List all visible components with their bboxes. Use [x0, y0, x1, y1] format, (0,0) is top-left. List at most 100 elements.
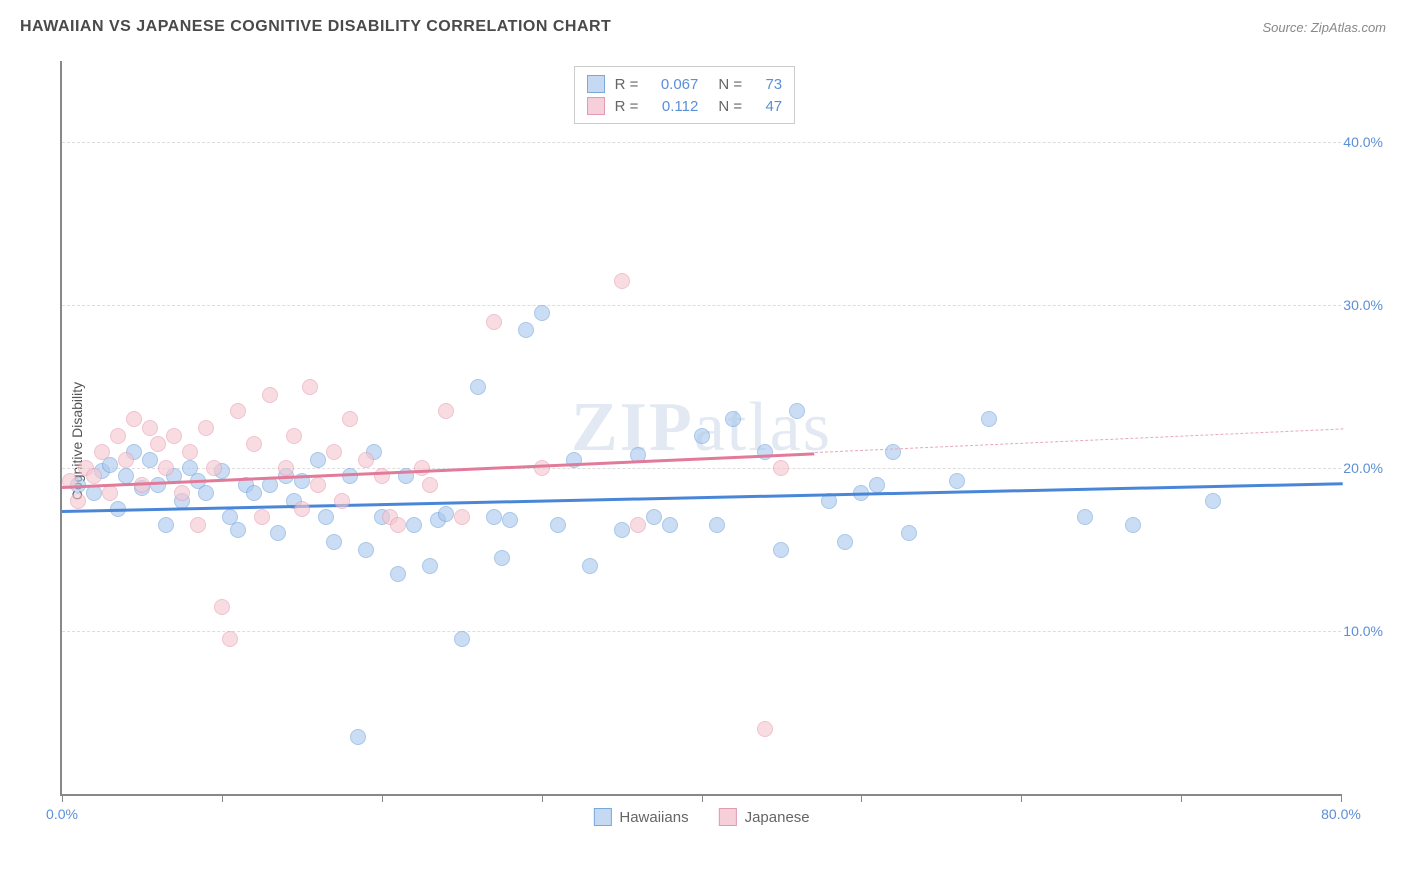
chart-title: HAWAIIAN VS JAPANESE COGNITIVE DISABILIT…: [20, 18, 611, 36]
scatter-point: [614, 273, 630, 289]
legend-swatch: [587, 75, 605, 93]
stat-r-label: R =: [615, 98, 639, 115]
scatter-point: [630, 517, 646, 533]
source-text: Source: ZipAtlas.com: [1262, 20, 1386, 35]
scatter-point: [334, 493, 350, 509]
scatter-point: [342, 411, 358, 427]
scatter-point: [390, 517, 406, 533]
scatter-point: [534, 305, 550, 321]
scatter-point: [981, 411, 997, 427]
scatter-point: [757, 721, 773, 737]
scatter-point: [110, 428, 126, 444]
scatter-point: [1205, 493, 1221, 509]
x-axis-tick: [702, 794, 703, 802]
x-axis-tick: [1181, 794, 1182, 802]
scatter-point: [230, 403, 246, 419]
scatter-point: [310, 477, 326, 493]
scatter-point: [118, 452, 134, 468]
scatter-point: [837, 534, 853, 550]
plot-area: ZIPatlas R =0.067N =73R =0.112N =47 Hawa…: [60, 61, 1341, 796]
scatter-point: [885, 444, 901, 460]
scatter-point: [358, 542, 374, 558]
legend-swatch: [593, 808, 611, 826]
scatter-point: [901, 525, 917, 541]
scatter-point: [709, 517, 725, 533]
scatter-point: [550, 517, 566, 533]
scatter-point: [502, 512, 518, 528]
scatter-point: [438, 403, 454, 419]
scatter-point: [773, 542, 789, 558]
legend-swatch: [719, 808, 737, 826]
scatter-point: [158, 517, 174, 533]
scatter-point: [518, 322, 534, 338]
stat-n-label: N =: [718, 98, 742, 115]
scatter-point: [422, 477, 438, 493]
scatter-point: [773, 460, 789, 476]
scatter-point: [326, 534, 342, 550]
scatter-point: [494, 550, 510, 566]
scatter-point: [254, 509, 270, 525]
scatter-point: [486, 509, 502, 525]
series-legend: Hawaiians Japanese: [593, 808, 809, 826]
gridline: [62, 142, 1341, 143]
scatter-point: [534, 460, 550, 476]
scatter-point: [694, 428, 710, 444]
scatter-point: [789, 403, 805, 419]
scatter-point: [86, 468, 102, 484]
scatter-point: [174, 485, 190, 501]
scatter-point: [278, 460, 294, 476]
scatter-point: [414, 460, 430, 476]
y-axis-tick-label: 20.0%: [1343, 460, 1383, 476]
scatter-point: [142, 452, 158, 468]
x-axis-tick: [1341, 794, 1342, 802]
stat-n-value: 47: [752, 98, 782, 115]
scatter-point: [94, 444, 110, 460]
chart-container: Cognitive Disability ZIPatlas R =0.067N …: [60, 46, 1386, 836]
scatter-point: [869, 477, 885, 493]
scatter-point: [198, 485, 214, 501]
scatter-point: [206, 460, 222, 476]
scatter-point: [1077, 509, 1093, 525]
y-axis-tick-label: 40.0%: [1343, 134, 1383, 150]
legend-item: Hawaiians: [593, 808, 688, 826]
scatter-point: [326, 444, 342, 460]
scatter-point: [70, 493, 86, 509]
trend-line-dashed: [815, 428, 1343, 453]
stat-n-label: N =: [718, 76, 742, 93]
scatter-point: [198, 420, 214, 436]
scatter-point: [646, 509, 662, 525]
x-axis-tick: [222, 794, 223, 802]
stats-row: R = 0.112 N = 47: [587, 95, 783, 117]
scatter-point: [350, 729, 366, 745]
scatter-point: [438, 506, 454, 522]
scatter-point: [166, 428, 182, 444]
scatter-point: [725, 411, 741, 427]
x-axis-label-end: 80.0%: [1321, 806, 1361, 822]
legend-item: Japanese: [719, 808, 810, 826]
stats-legend: R =0.067N =73R =0.112N =47: [574, 66, 796, 124]
scatter-point: [150, 436, 166, 452]
scatter-point: [182, 444, 198, 460]
y-axis-tick-label: 30.0%: [1343, 297, 1383, 313]
scatter-point: [486, 314, 502, 330]
scatter-point: [358, 452, 374, 468]
x-axis-tick: [1021, 794, 1022, 802]
stat-r-value: 0.067: [648, 76, 698, 93]
scatter-point: [582, 558, 598, 574]
scatter-point: [310, 452, 326, 468]
x-axis-tick: [62, 794, 63, 802]
scatter-point: [222, 631, 238, 647]
scatter-point: [230, 522, 246, 538]
gridline: [62, 468, 1341, 469]
scatter-point: [142, 420, 158, 436]
scatter-point: [214, 599, 230, 615]
scatter-point: [302, 379, 318, 395]
scatter-point: [406, 517, 422, 533]
stat-r-value: 0.112: [648, 98, 698, 115]
scatter-point: [246, 485, 262, 501]
scatter-point: [1125, 517, 1141, 533]
scatter-point: [158, 460, 174, 476]
scatter-point: [190, 517, 206, 533]
legend-label: Japanese: [745, 809, 810, 826]
scatter-point: [614, 522, 630, 538]
